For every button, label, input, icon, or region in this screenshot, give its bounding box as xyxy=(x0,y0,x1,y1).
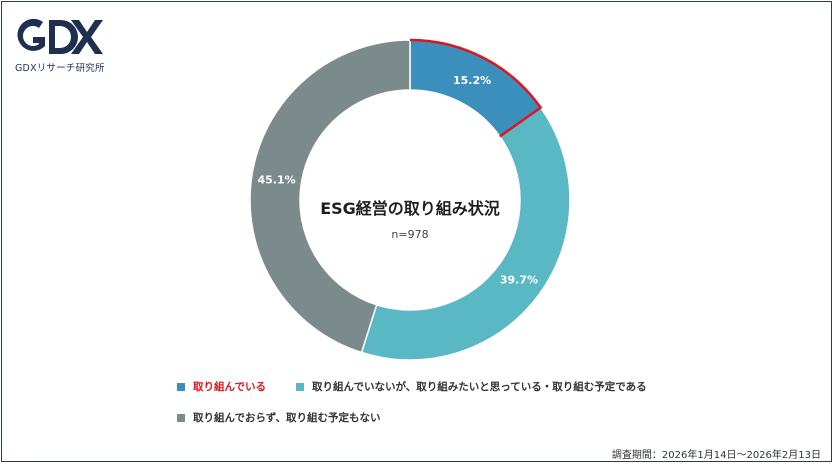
legend-label-1: 取り組んでいる xyxy=(193,381,266,393)
legend-item-2: 取り組んでいないが、取り組みたいと思っている・取り組む予定である xyxy=(296,379,647,394)
legend-label-3: 取り組んでおらず、取り組む予定もない xyxy=(193,412,381,424)
legend-label-2: 取り組んでいないが、取り組みたいと思っている・取り組む予定である xyxy=(312,381,647,393)
logo-subtitle: GDXリサーチ研究所 xyxy=(15,63,105,74)
legend-item-1: 取り組んでいる xyxy=(177,379,266,394)
legend-swatch-2 xyxy=(296,382,304,391)
donut-value-label-3: 45.1% xyxy=(258,173,296,186)
donut-slice-2 xyxy=(360,106,571,361)
donut-value-label-2: 39.7% xyxy=(500,274,538,287)
legend-item-3: 取り組んでおらず、取り組む予定もない xyxy=(177,410,381,425)
donut-value-label-1: 15.2% xyxy=(453,74,491,87)
donut-slice-3 xyxy=(249,39,411,354)
chart-sample-size: n=978 xyxy=(391,228,428,241)
survey-period: 調査期間：2026年1月14日〜2026年2月13日 xyxy=(611,450,821,461)
gdx-logo: GDXリサーチ研究所 xyxy=(15,16,105,74)
gdx-logo-mark xyxy=(17,18,103,54)
donut-slice-highlight-1 xyxy=(409,38,543,138)
chart-title: ESG経営の取り組み状況 xyxy=(320,199,500,218)
legend-swatch-3 xyxy=(177,413,185,422)
legend-swatch-1 xyxy=(177,382,185,391)
